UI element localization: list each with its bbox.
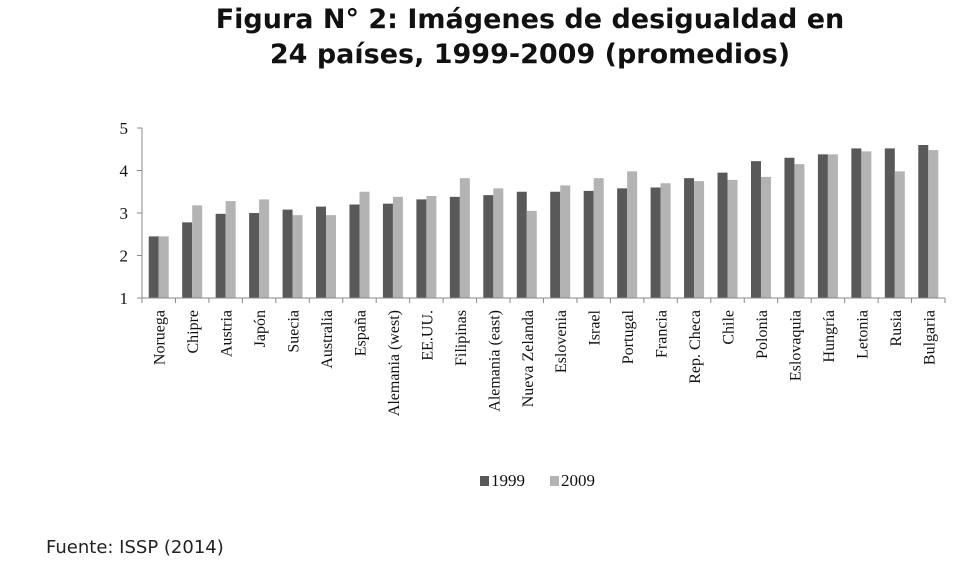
legend: 1999 2009 <box>480 471 595 490</box>
bar-1999 <box>550 191 561 298</box>
bar-2009 <box>459 178 470 298</box>
bar-1999 <box>449 196 460 298</box>
x-axis: Noruega Chipre Austria Japón Suecia Australia… <box>141 297 946 416</box>
y-tick-label: 3 <box>120 204 129 223</box>
bar-1999 <box>215 213 226 298</box>
bar-2009 <box>225 201 236 298</box>
bar-1999 <box>249 213 260 298</box>
x-tick-label: Japón <box>252 310 269 347</box>
bar-1999 <box>516 191 527 298</box>
bar-2009 <box>526 210 537 298</box>
x-tick-label: Bulgaria <box>921 310 938 365</box>
bar-1999 <box>617 188 628 298</box>
x-tick-label: Letonia <box>854 310 871 359</box>
x-tick-label: Alemania (east) <box>486 310 503 412</box>
bar-2009 <box>627 171 638 298</box>
bar-1999 <box>884 148 895 298</box>
x-tick-label: Noruega <box>152 310 169 365</box>
bar-2009 <box>727 179 738 298</box>
x-tick-label: Portugal <box>620 309 637 364</box>
x-tick-label: Eslovenia <box>553 310 570 373</box>
bar-2009 <box>560 185 571 298</box>
x-tick-label: Filipinas <box>453 310 470 366</box>
x-tick-label: Hungría <box>821 310 838 362</box>
bar-1999 <box>583 190 594 298</box>
bar-2009 <box>827 154 838 298</box>
bar-1999 <box>182 222 193 298</box>
x-tick-label: Australia <box>319 310 336 369</box>
bar-2009 <box>192 205 203 298</box>
x-tick-label: Eslovaquia <box>787 310 804 381</box>
bar-1999 <box>784 157 795 298</box>
chart-title: Figura N° 2: Imágenes de desigualdad en … <box>0 2 980 72</box>
x-tick-label: Nueva Zelanda <box>520 310 537 407</box>
x-tick-label: Israel <box>587 309 604 345</box>
bar-2009 <box>593 178 604 298</box>
chart-title-line-1: Figura N° 2: Imágenes de desigualdad en <box>215 4 845 35</box>
bar-2009 <box>794 164 805 298</box>
bar-1999 <box>382 203 393 298</box>
y-tick-label: 5 <box>120 119 129 138</box>
bar-2009 <box>359 191 370 298</box>
x-tick-label: Austria <box>219 310 236 357</box>
bar-1999 <box>918 145 929 298</box>
bar-2009 <box>660 183 671 298</box>
bar-1999 <box>416 199 427 298</box>
bar-2009 <box>760 176 771 298</box>
bar-1999 <box>717 172 728 298</box>
bar-1999 <box>750 161 761 298</box>
bar-2009 <box>259 199 270 298</box>
y-tick-label: 2 <box>120 247 129 266</box>
bar-2009 <box>493 188 504 298</box>
x-tick-label: Rusia <box>888 310 905 346</box>
x-tick-label: Polonia <box>754 310 771 359</box>
x-tick-label: Alemania (west) <box>386 310 403 416</box>
bar-2009 <box>928 150 939 298</box>
x-tick-label: EE.UU. <box>419 310 436 361</box>
bar-1999 <box>148 236 159 298</box>
bar-1999 <box>817 154 828 298</box>
bar-2009 <box>292 215 303 298</box>
source-note: Fuente: ISSP (2014) <box>46 537 224 558</box>
bar-1999 <box>282 209 293 298</box>
bar-2009 <box>158 236 169 298</box>
bar-1999 <box>684 178 695 298</box>
bar-1999 <box>316 206 327 298</box>
bar-group <box>148 145 939 298</box>
bar-2009 <box>326 215 337 298</box>
bar-1999 <box>349 204 360 298</box>
x-tick-label: Suecia <box>286 310 303 353</box>
bar-2009 <box>894 171 905 298</box>
x-tick-label: España <box>352 310 369 356</box>
bar-1999 <box>650 187 661 298</box>
y-tick-label: 4 <box>120 162 129 181</box>
x-tick-label: Rep. Checa <box>687 310 704 384</box>
legend-label-2009: 2009 <box>561 471 595 490</box>
x-tick-label: Chipre <box>185 310 202 354</box>
x-tick-label: Chile <box>721 310 738 345</box>
bar-1999 <box>851 148 862 298</box>
y-axis: 1 2 3 4 5 <box>120 119 143 308</box>
y-tick-label: 1 <box>120 289 129 308</box>
bar-2009 <box>426 196 437 298</box>
bar-2009 <box>694 181 705 298</box>
chart-title-line-2: 24 países, 1999-2009 (promedios) <box>269 39 791 70</box>
legend-swatch-1999 <box>480 476 489 486</box>
legend-label-1999: 1999 <box>491 471 525 490</box>
x-tick-label: Francia <box>654 310 671 358</box>
bar-2009 <box>861 151 872 298</box>
bar-2009 <box>392 196 403 298</box>
bar-1999 <box>483 195 494 298</box>
legend-swatch-2009 <box>550 476 559 486</box>
